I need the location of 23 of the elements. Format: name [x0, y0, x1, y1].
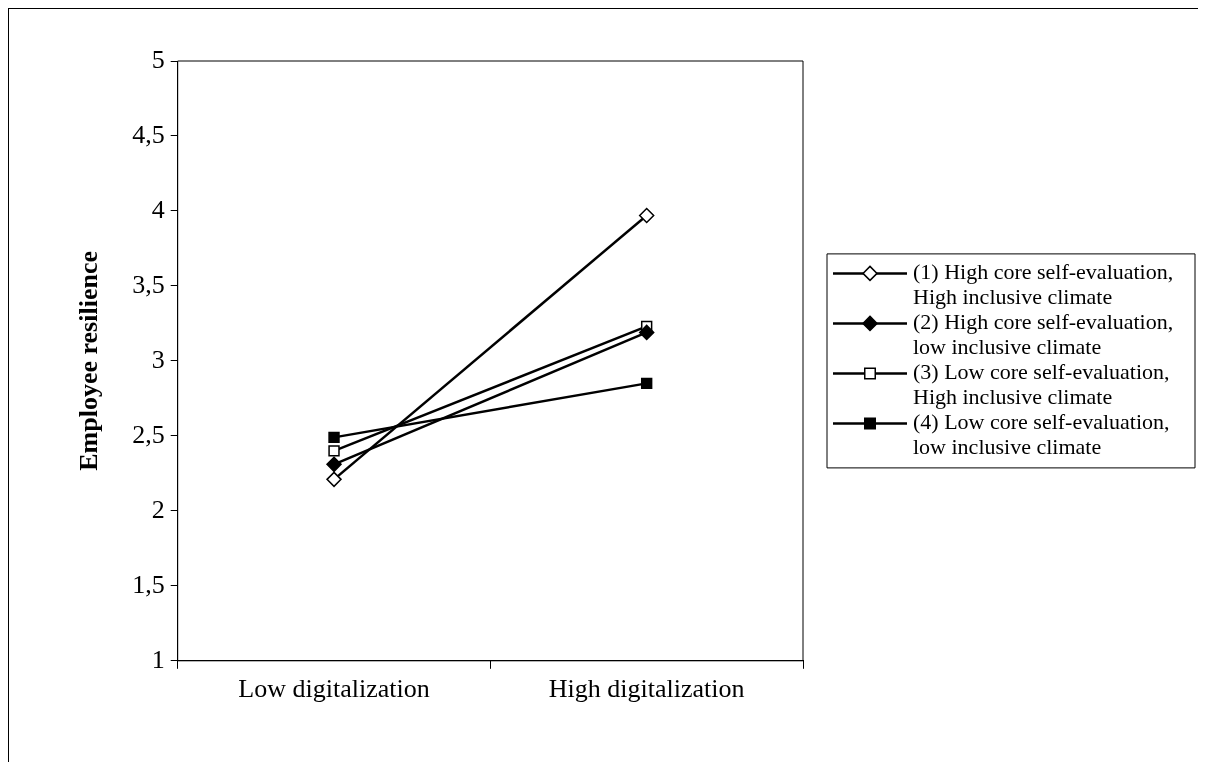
point — [328, 431, 340, 444]
legend-label: (4) Low core self-evaluation, low inclusive climate — [913, 409, 1170, 460]
y-tick-label: 1,5 — [132, 569, 165, 599]
point — [326, 456, 342, 473]
y-tick-label: 4,5 — [132, 119, 165, 149]
point — [638, 324, 655, 341]
legend-label: (3) Low core self-evaluation, High inclusive climate — [913, 359, 1170, 410]
legend-label: (2) High core self-evaluation, low inclusive climate — [913, 309, 1174, 360]
y-tick-label: 2 — [151, 494, 165, 524]
y-tick-label: 1 — [151, 644, 165, 674]
legend-label: (1) High core self-evaluation, High inclusive climate — [913, 259, 1174, 310]
y-tick-label: 3,5 — [132, 269, 165, 299]
y-tick-label: 2,5 — [132, 419, 165, 449]
point — [328, 445, 340, 457]
point — [326, 471, 342, 488]
y-tick-label: 5 — [151, 44, 165, 74]
x-tick-label: Low digitalization — [238, 674, 430, 704]
y-axis-title: Employee resilience — [74, 251, 104, 471]
point — [640, 377, 653, 390]
x-tick-label: High digitalization — [548, 674, 745, 704]
y-tick-label: 3 — [151, 344, 165, 374]
y-tick-label: 4 — [151, 194, 165, 224]
point — [638, 207, 655, 224]
